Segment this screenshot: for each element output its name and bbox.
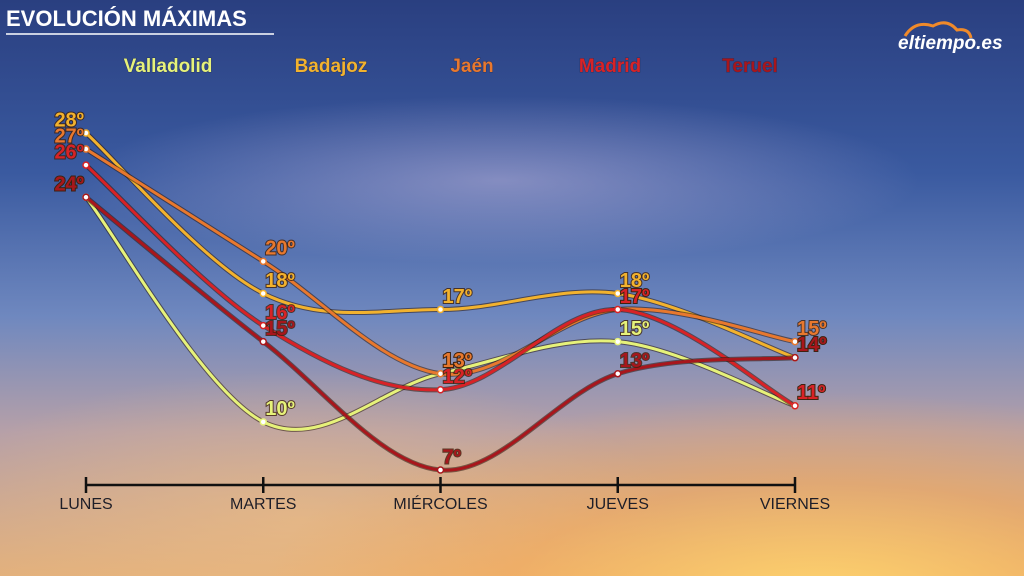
value-label: 13º xyxy=(620,350,650,372)
point xyxy=(614,289,622,298)
value-label: 16º xyxy=(265,302,295,324)
point xyxy=(614,369,622,378)
value-label: 11º xyxy=(797,382,825,404)
value-label: 13º xyxy=(443,350,473,372)
series-line xyxy=(85,147,796,376)
point xyxy=(259,257,267,266)
legend-entry: Teruel xyxy=(722,56,778,77)
value-label: 15º xyxy=(620,318,650,340)
point xyxy=(791,402,799,410)
point xyxy=(82,193,90,201)
logo-arc xyxy=(903,21,973,39)
line-shadow xyxy=(84,131,796,361)
value-label: 14º xyxy=(797,334,827,356)
point xyxy=(436,386,445,394)
value-label: 27º xyxy=(54,125,84,147)
series-line xyxy=(85,196,796,472)
legend-entry: Madrid xyxy=(579,56,641,77)
line-shadow xyxy=(84,146,796,377)
series-line xyxy=(84,196,796,431)
value-label: 13º xyxy=(443,350,473,372)
value-label: 24º xyxy=(54,173,84,195)
x-tick-label: MIÉRCOLES xyxy=(393,494,487,513)
legend-entry: Badajoz xyxy=(295,56,368,77)
legend-entry: Valladolid xyxy=(124,56,213,77)
value-label: 28º xyxy=(54,109,84,131)
value-label: 26º xyxy=(54,141,84,163)
x-tick-label: MARTES xyxy=(230,496,296,513)
value-label: 11º xyxy=(797,382,825,404)
point xyxy=(436,466,445,474)
series-line xyxy=(84,131,796,360)
point xyxy=(791,353,799,362)
point xyxy=(259,418,267,426)
value-label: 15º xyxy=(797,318,827,340)
value-label: 18º xyxy=(265,270,295,292)
x-tick-label: LUNES xyxy=(59,496,112,513)
value-label: 17º xyxy=(620,286,650,308)
logo: eltiempo.es xyxy=(898,33,1003,54)
value-label: 20º xyxy=(265,238,295,260)
point xyxy=(259,337,267,346)
value-label: 10º xyxy=(265,398,295,420)
legend-entry: Jaén xyxy=(450,56,493,77)
point xyxy=(436,369,445,378)
point xyxy=(82,129,90,137)
x-tick-label: VIERNES xyxy=(760,496,830,513)
value-label: 18º xyxy=(620,270,650,292)
chart-title: EVOLUCIÓN MÁXIMAS xyxy=(6,6,247,31)
point xyxy=(614,337,622,346)
point xyxy=(436,305,445,314)
value-label: 24º xyxy=(54,173,84,195)
point xyxy=(614,305,622,314)
point xyxy=(259,289,267,298)
value-label: 14º xyxy=(797,334,827,356)
point xyxy=(82,145,90,153)
point xyxy=(259,321,267,330)
point xyxy=(791,337,799,346)
value-label: 7º xyxy=(443,446,461,468)
value-label: 17º xyxy=(443,286,473,308)
point xyxy=(82,161,90,169)
value-label: 12º xyxy=(443,366,473,388)
value-label: 15º xyxy=(265,318,295,340)
value-label: 17º xyxy=(620,286,650,308)
x-tick-label: JUEVES xyxy=(587,496,649,513)
